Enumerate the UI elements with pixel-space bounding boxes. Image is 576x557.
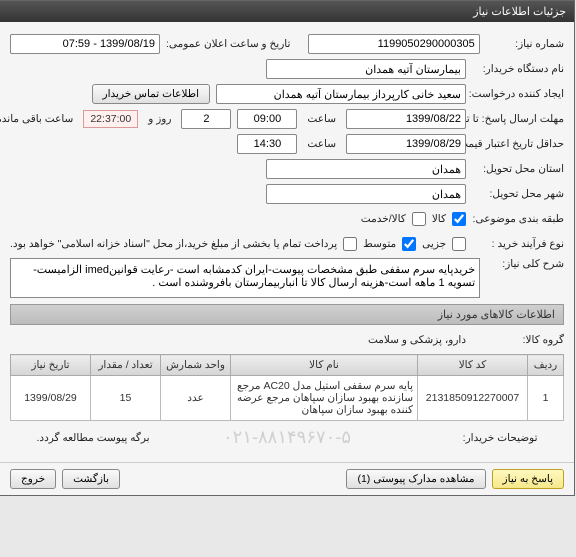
back-button[interactable]: بازگشت xyxy=(63,469,121,489)
col-qty: تعداد / مقدار xyxy=(92,355,162,376)
creator-label: ایجاد کننده درخواست: xyxy=(473,88,565,100)
time-label-1: ساعت xyxy=(308,113,337,125)
col-row: ردیف xyxy=(529,355,565,376)
exit-button[interactable]: خروج xyxy=(11,469,57,489)
deadline-date-field[interactable] xyxy=(347,109,467,129)
budget-label: طبقه بندی موضوعی: xyxy=(473,213,565,225)
table-row[interactable]: 12131850912270007پایه سرم سقفی استیل مدل… xyxy=(12,376,565,421)
validity-time-field[interactable] xyxy=(238,134,298,154)
cell-name: پایه سرم سقفی استیل مدل AC20 مرجع سازنده… xyxy=(232,376,419,421)
buyer-device-label: نام دستگاه خریدار: xyxy=(473,63,565,75)
need-no-label: شماره نیاز: xyxy=(487,38,565,50)
view-attachments-button[interactable]: مشاهده مدارک پیوستی (1) xyxy=(347,469,486,489)
validity-label: حداقل تاریخ اعتبار قیمت: تا تاریخ: xyxy=(473,138,565,150)
small-cb-label: جزیی xyxy=(423,238,447,250)
creator-field[interactable] xyxy=(217,84,467,104)
deadline-label: مهلت ارسال پاسخ: تا تاریخ: xyxy=(473,113,565,125)
watermark-area: ۰۲۱-۸۸۱۴۹۶۷۰-۵ توضیحات خریدار: برگه پیوس… xyxy=(11,421,565,454)
group-value: دارو، پزشکی و سلامت xyxy=(369,334,467,346)
col-date: تاریخ نیاز xyxy=(12,355,92,376)
service-cb-label: کالا/خدمت xyxy=(362,213,407,225)
cell-qty: 15 xyxy=(92,376,162,421)
goods-cb-label: کالا xyxy=(433,213,447,225)
remaining-time: 22:37:00 xyxy=(84,110,139,128)
day-count-field[interactable] xyxy=(182,109,232,129)
pub-datetime-label: تاریخ و ساعت اعلان عمومی: xyxy=(167,38,303,50)
cell-date: 1399/08/29 xyxy=(12,376,92,421)
day-and-label: روز و xyxy=(149,113,172,125)
cell-code: 2131850912270007 xyxy=(419,376,529,421)
desc-label: شرح کلی نیاز: xyxy=(487,258,565,270)
items-table: ردیف کد کالا نام کالا واحد شمارش تعداد /… xyxy=(11,354,565,421)
col-code: کد کالا xyxy=(419,355,529,376)
province-field[interactable] xyxy=(267,159,467,179)
buyer-device-field[interactable] xyxy=(267,59,467,79)
remaining-label: ساعت باقی مانده xyxy=(0,113,74,125)
proc-type-label: نوع فرآیند خرید : xyxy=(473,238,565,250)
pay-note-checkbox[interactable] xyxy=(344,237,358,251)
medium-checkbox[interactable] xyxy=(403,237,417,251)
window-title-bar: جزئیات اطلاعات نیاز xyxy=(1,1,575,22)
group-label: گروه کالا: xyxy=(473,334,565,346)
reply-button[interactable]: پاسخ به نیاز xyxy=(493,469,565,489)
buyer-notes-label: توضیحات خریدار: xyxy=(464,432,539,444)
contact-buyer-button[interactable]: اطلاعات تماس خریدار xyxy=(93,84,211,104)
deadline-time-field[interactable] xyxy=(238,109,298,129)
desc-textarea[interactable] xyxy=(11,258,481,298)
medium-cb-label: متوسط xyxy=(364,238,397,250)
col-unit: واحد شمارش xyxy=(162,355,232,376)
cell-unit: عدد xyxy=(162,376,232,421)
buyer-notes-value: برگه پیوست مطالعه گردد. xyxy=(37,432,150,444)
items-section-header: اطلاعات کالاهای مورد نیاز xyxy=(11,304,565,325)
goods-checkbox[interactable] xyxy=(453,212,467,226)
pay-note-label: پرداخت تمام یا بخشی از مبلغ خرید،از محل … xyxy=(11,238,338,250)
cell-row: 1 xyxy=(529,376,565,421)
province-label: استان محل تحویل: xyxy=(473,163,565,175)
city-field[interactable] xyxy=(267,184,467,204)
need-no-field[interactable] xyxy=(309,34,481,54)
city-label: شهر محل تحویل: xyxy=(473,188,565,200)
pub-datetime-field[interactable] xyxy=(11,34,161,54)
col-name: نام کالا xyxy=(232,355,419,376)
window-title: جزئیات اطلاعات نیاز xyxy=(474,6,567,18)
validity-date-field[interactable] xyxy=(347,134,467,154)
time-label-2: ساعت xyxy=(308,138,337,150)
service-checkbox[interactable] xyxy=(413,212,427,226)
small-checkbox[interactable] xyxy=(453,237,467,251)
